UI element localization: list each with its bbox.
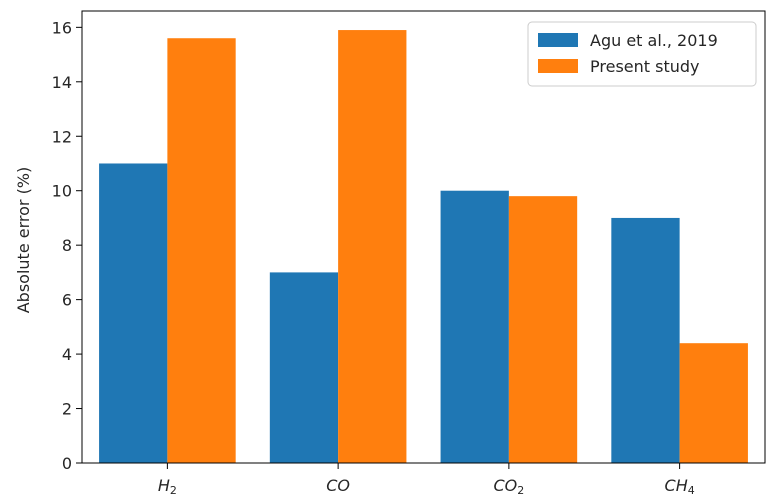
x-tick-label: CH4: [665, 476, 695, 497]
legend-swatch-series1: [538, 33, 578, 47]
y-tick-label: 12: [52, 127, 72, 146]
x-axis: H2 CO CO2 CH4: [158, 463, 695, 497]
plot-frame: [81, 10, 766, 464]
legend: Agu et al., 2019 Present study: [527, 21, 757, 87]
y-tick-label: 14: [52, 73, 72, 92]
bars-group: [99, 30, 748, 464]
bar-series1-cat3: [440, 190, 509, 463]
y-tick-label: 6: [62, 291, 72, 310]
y-axis-label: Absolute error (%): [14, 167, 33, 314]
bar-series1-cat4: [611, 217, 680, 463]
bar-series1-cat2: [269, 272, 339, 463]
bar-series2-cat2: [338, 30, 407, 463]
y-tick-label: 2: [62, 400, 72, 419]
legend-box: [527, 21, 757, 87]
y-axis: 0 2 4 6 8 10 12 14 16: [52, 18, 82, 473]
bar-series2-cat4: [679, 343, 748, 463]
bar-series1-cat1: [99, 163, 168, 463]
bar-series2-cat1: [167, 38, 236, 464]
legend-label-series2: Present study: [590, 57, 700, 76]
legend-label-series1: Agu et al., 2019: [590, 31, 718, 50]
bar-series2-cat3: [508, 196, 578, 464]
y-tick-label: 8: [62, 236, 72, 255]
x-tick-label: CO: [326, 476, 350, 495]
y-tick-label: 4: [62, 345, 72, 364]
x-tick-label: CO2: [493, 476, 524, 497]
x-tick-label: H2: [158, 476, 177, 497]
y-tick-label: 10: [52, 182, 72, 201]
legend-swatch-series2: [538, 59, 578, 73]
y-tick-label: 16: [52, 18, 72, 37]
y-tick-label: 0: [62, 454, 72, 473]
